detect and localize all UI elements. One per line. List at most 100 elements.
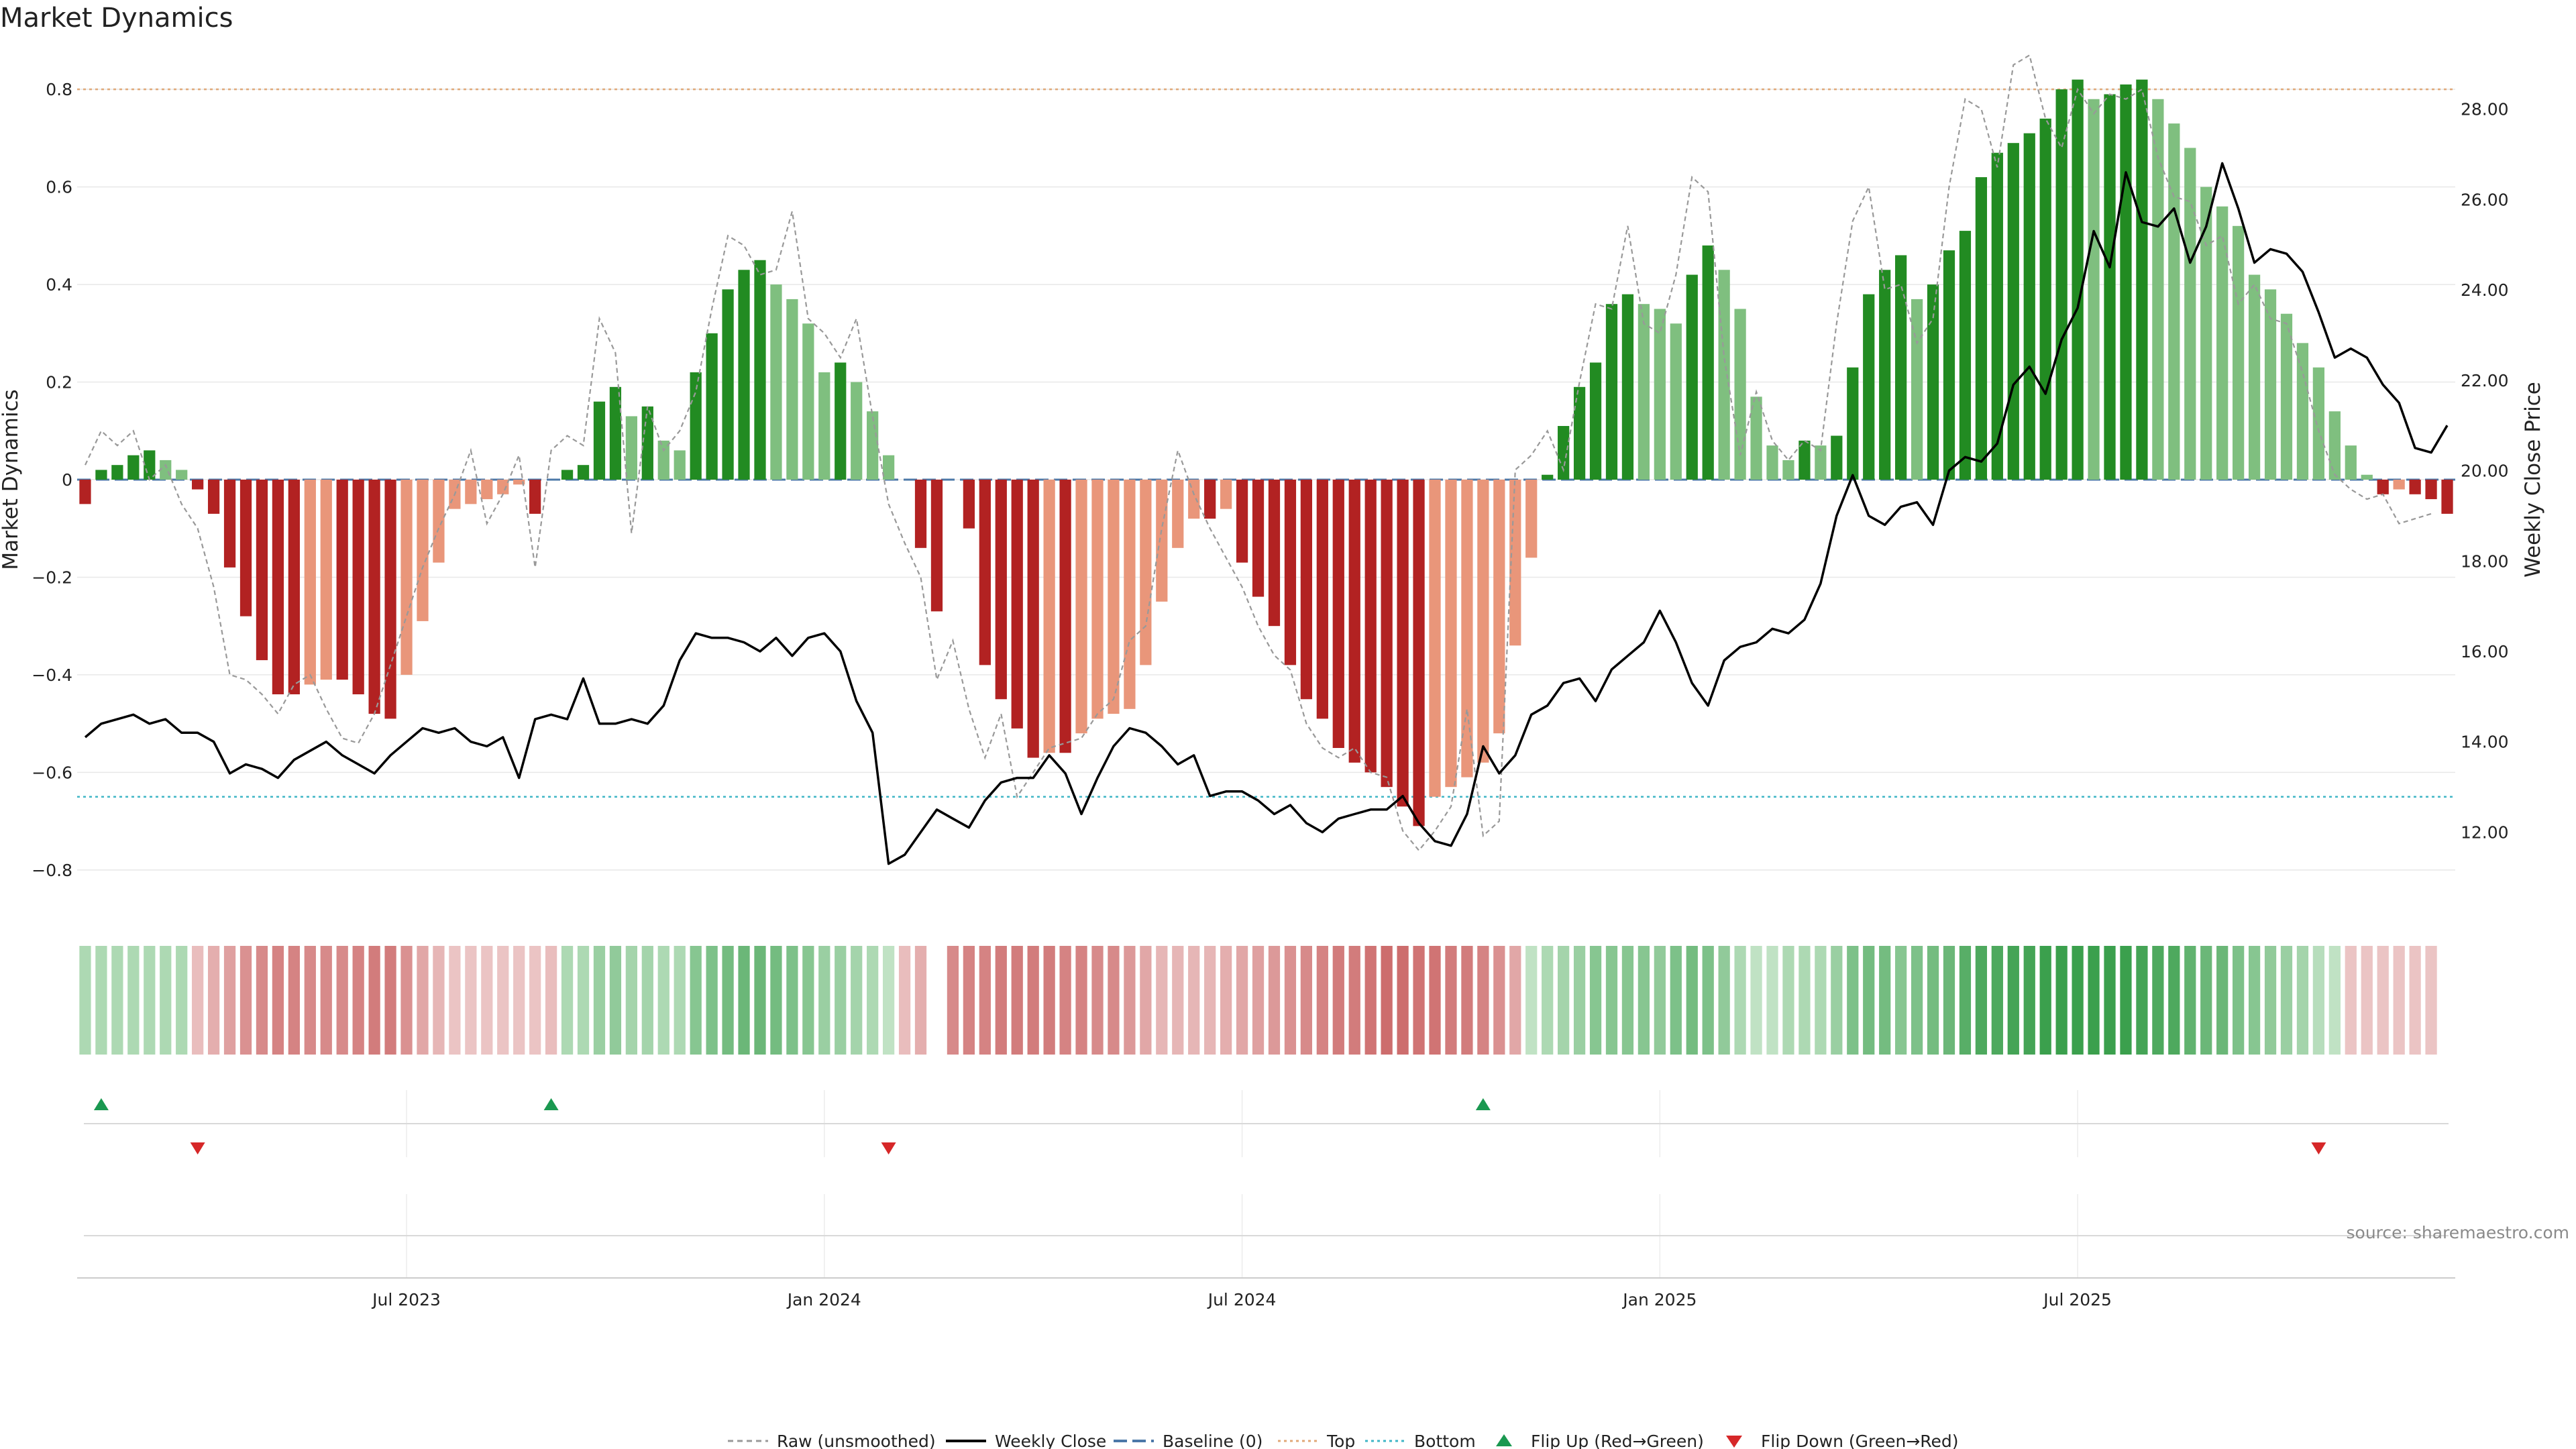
bar-139 xyxy=(2312,367,2325,480)
legend-flip-down: Flip Down (Green→Red) xyxy=(1761,1432,1959,1449)
bar-7 xyxy=(192,480,204,490)
bar-121 xyxy=(2023,133,2035,480)
bar-127 xyxy=(2120,84,2132,480)
heat-cell-18 xyxy=(368,946,380,1055)
heat-cell-34 xyxy=(625,946,637,1055)
heat-cell-84 xyxy=(1429,946,1441,1055)
bar-98 xyxy=(1654,309,1666,480)
bar-14 xyxy=(304,480,316,685)
heat-cell-49 xyxy=(867,946,879,1055)
bar-69 xyxy=(1188,480,1200,519)
bar-124 xyxy=(2072,79,2084,480)
bar-40 xyxy=(722,289,734,480)
bar-37 xyxy=(674,450,686,480)
heat-cell-131 xyxy=(2184,946,2196,1055)
bar-63 xyxy=(1091,480,1104,719)
bar-142 xyxy=(2361,474,2373,480)
bar-22 xyxy=(433,480,445,563)
bar-25 xyxy=(481,480,493,500)
bar-77 xyxy=(1316,480,1328,719)
heat-cell-102 xyxy=(1718,946,1730,1055)
bar-58 xyxy=(1011,480,1023,729)
heat-cell-35 xyxy=(641,946,653,1055)
heat-cell-76 xyxy=(1300,946,1313,1055)
legend: Raw (unsmoothed) Weekly Close Baseline (… xyxy=(728,1432,1959,1449)
heat-cell-95 xyxy=(1605,946,1618,1055)
heat-cell-16 xyxy=(336,946,348,1055)
heat-cell-97 xyxy=(1638,946,1650,1055)
heat-cell-73 xyxy=(1252,946,1265,1055)
heat-cell-109 xyxy=(1831,946,1843,1055)
bar-35 xyxy=(641,406,653,480)
bar-19 xyxy=(384,480,396,719)
heat-cell-136 xyxy=(2264,946,2277,1055)
bar-2 xyxy=(111,465,123,480)
bar-5 xyxy=(160,460,172,480)
bar-38 xyxy=(690,372,702,480)
heat-cell-110 xyxy=(1847,946,1859,1055)
legend-flip-up: Flip Up (Red→Green) xyxy=(1531,1432,1704,1449)
bar-49 xyxy=(867,411,879,480)
heat-cell-72 xyxy=(1236,946,1248,1055)
y-axis-ticks: −0.8 −0.6 −0.4 −0.2 0 0.2 0.4 0.6 0.8 xyxy=(32,80,72,880)
bar-0 xyxy=(79,480,91,504)
bar-15 xyxy=(320,480,332,680)
heat-cell-1 xyxy=(95,946,107,1055)
bar-137 xyxy=(2280,313,2293,480)
heat-cell-142 xyxy=(2361,946,2373,1055)
heat-cell-57 xyxy=(995,946,1007,1055)
bar-66 xyxy=(1140,480,1152,665)
heat-cell-41 xyxy=(738,946,750,1055)
heat-cell-54 xyxy=(947,946,959,1055)
flip-panel xyxy=(84,1098,2449,1155)
bar-76 xyxy=(1300,480,1313,700)
heat-cell-64 xyxy=(1108,946,1120,1055)
bar-80 xyxy=(1364,480,1377,773)
flip-down-marker-1 xyxy=(881,1142,896,1155)
heat-cell-100 xyxy=(1686,946,1698,1055)
heat-cell-6 xyxy=(176,946,188,1055)
heat-cell-9 xyxy=(223,946,236,1055)
heat-cell-24 xyxy=(465,946,477,1055)
heat-cell-96 xyxy=(1621,946,1634,1055)
bar-44 xyxy=(786,299,798,480)
bar-110 xyxy=(1847,367,1859,480)
bar-1 xyxy=(95,470,107,480)
bar-3 xyxy=(127,455,140,480)
heat-cell-143 xyxy=(2377,946,2389,1055)
heat-cell-26 xyxy=(497,946,509,1055)
heat-cell-91 xyxy=(1542,946,1554,1055)
bar-28 xyxy=(529,480,541,514)
x-tick-label-0: Jul 2023 xyxy=(371,1290,441,1309)
legend-raw: Raw (unsmoothed) xyxy=(777,1432,936,1449)
heat-cell-117 xyxy=(1959,946,1972,1055)
heat-cell-130 xyxy=(2168,946,2180,1055)
flip-down-marker-2 xyxy=(2311,1142,2326,1155)
bar-6 xyxy=(176,470,188,480)
bar-62 xyxy=(1075,480,1087,734)
legend-close: Weekly Close xyxy=(995,1432,1106,1449)
heat-cell-90 xyxy=(1525,946,1538,1055)
heat-cell-62 xyxy=(1075,946,1087,1055)
heat-cell-114 xyxy=(1911,946,1923,1055)
bar-26 xyxy=(497,480,509,494)
heat-cell-92 xyxy=(1558,946,1570,1055)
bar-120 xyxy=(2007,143,2019,480)
bar-133 xyxy=(2216,206,2229,480)
bar-47 xyxy=(835,362,847,480)
y-tick-label-5: 0.2 xyxy=(46,373,72,392)
bar-126 xyxy=(2104,94,2116,480)
bar-146 xyxy=(2425,480,2437,500)
bar-104 xyxy=(1750,396,1762,480)
heat-cell-87 xyxy=(1477,946,1489,1055)
bar-131 xyxy=(2184,148,2196,480)
legend-flip-down-marker xyxy=(1726,1436,1742,1448)
bar-100 xyxy=(1686,274,1698,480)
heat-cell-8 xyxy=(207,946,220,1055)
lines xyxy=(84,54,2449,865)
heat-cell-135 xyxy=(2248,946,2261,1055)
heat-cell-63 xyxy=(1091,946,1104,1055)
y-tick-label-1: −0.6 xyxy=(32,763,72,782)
flip-down-marker-0 xyxy=(190,1142,205,1155)
